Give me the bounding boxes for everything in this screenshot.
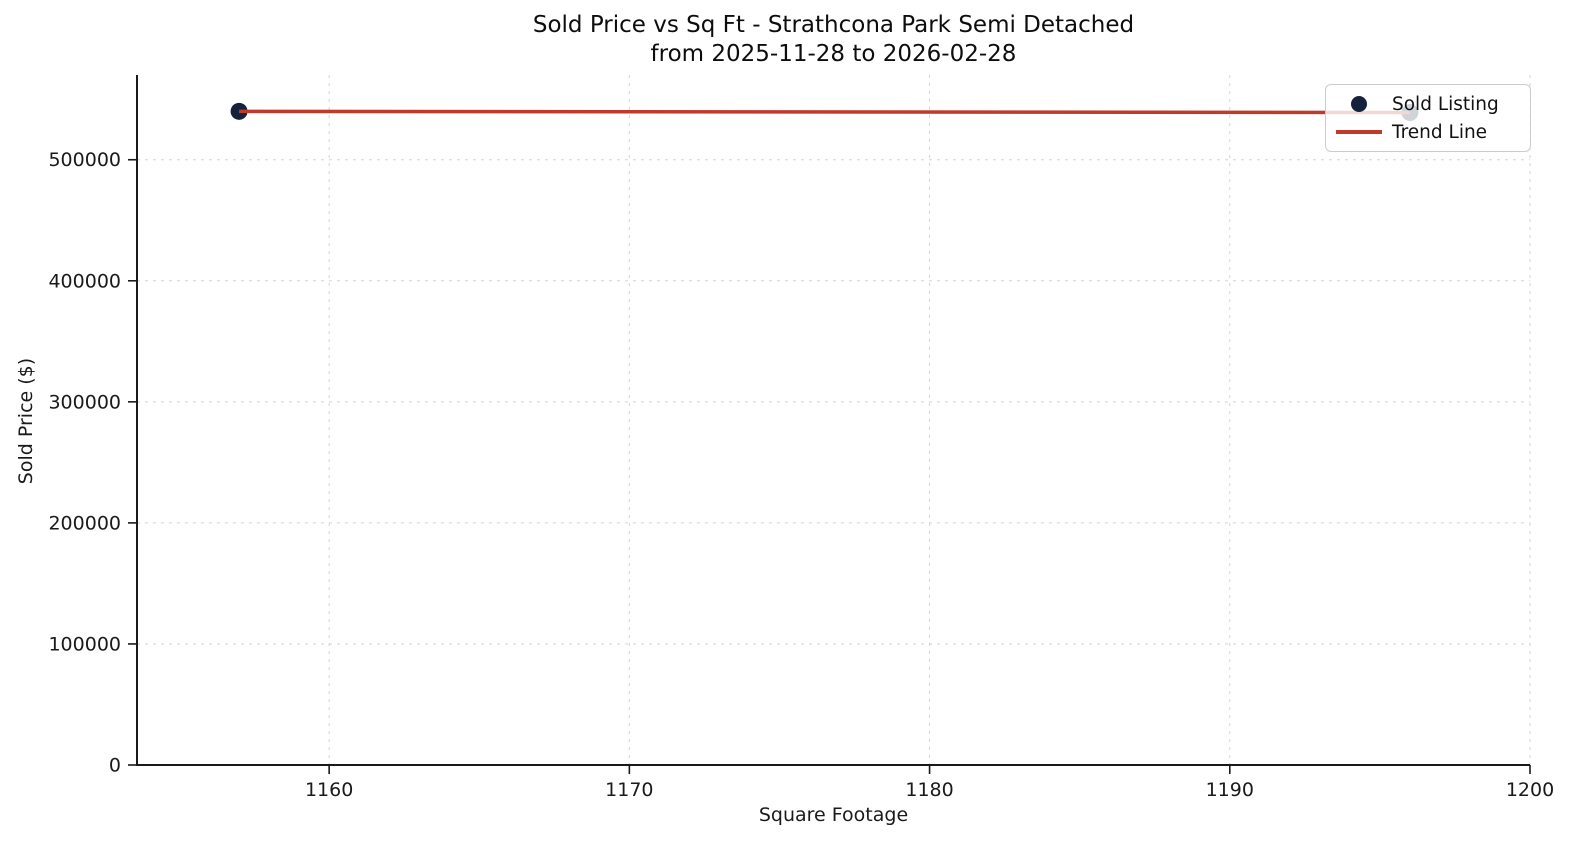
legend-label: Trend Line <box>1392 121 1488 143</box>
legend-swatch-cell <box>1326 130 1392 134</box>
y-axis-label: Sold Price ($) <box>15 357 37 485</box>
chart-title-line2: from 2025-11-28 to 2026-02-28 <box>650 41 1017 67</box>
y-tick-label: 200000 <box>48 512 121 534</box>
legend-item-trend-line: Trend Line <box>1326 118 1530 146</box>
legend-label: Sold Listing <box>1392 93 1499 115</box>
x-tick-label: 1180 <box>905 779 953 801</box>
trend-line-marker-icon <box>1336 130 1382 134</box>
x-tick-label: 1200 <box>1506 779 1554 801</box>
y-tick-label: 0 <box>109 755 121 777</box>
x-tick-label: 1160 <box>305 779 353 801</box>
legend-item-sold-listing: Sold Listing <box>1326 90 1530 118</box>
sold-listing-marker-icon <box>1351 96 1367 112</box>
y-tick-label: 400000 <box>48 270 121 292</box>
y-tick-label: 300000 <box>48 391 121 413</box>
legend: Sold Listing Trend Line <box>1325 84 1531 152</box>
legend-swatch-cell <box>1326 96 1392 112</box>
x-axis-label: Square Footage <box>758 804 909 826</box>
x-tick-label: 1190 <box>1206 779 1254 801</box>
y-tick-label: 100000 <box>48 633 121 655</box>
chart-title: Sold Price vs Sq Ft - Strathcona Park Se… <box>137 11 1530 69</box>
y-tick-label: 500000 <box>48 149 121 171</box>
trend-line <box>239 109 1410 115</box>
x-tick-label: 1170 <box>605 779 653 801</box>
chart-title-line1: Sold Price vs Sq Ft - Strathcona Park Se… <box>532 12 1135 38</box>
